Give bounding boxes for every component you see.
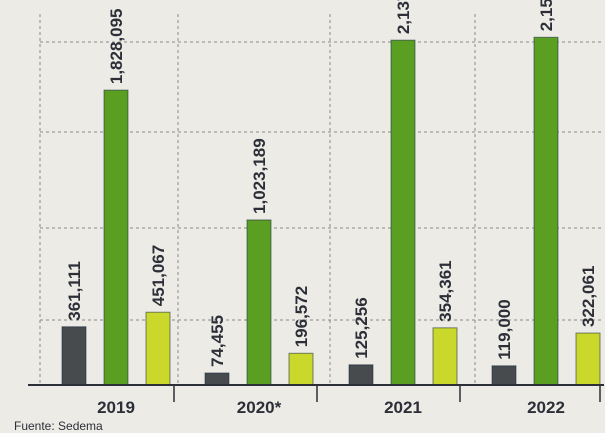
bar-2022-s1 xyxy=(533,36,559,386)
value-label-2020-s1: 1,023,189 xyxy=(250,138,269,214)
bar-2020-s1 xyxy=(246,219,272,386)
category-label-2022: 2022 xyxy=(527,398,565,417)
bar-2019-s0 xyxy=(61,326,87,386)
value-label-2019-s0: 361,111 xyxy=(65,261,84,321)
bar-2019-s2 xyxy=(145,311,171,386)
value-label-2019-s2: 451,067 xyxy=(149,245,168,306)
bar-2020-s2 xyxy=(288,352,314,386)
gridlines xyxy=(39,14,604,385)
value-label-2020-s2: 196,572 xyxy=(292,286,311,347)
value-label-2022-s0: 119,000 xyxy=(495,299,514,360)
bar-2021-s2 xyxy=(432,327,458,386)
value-labels: 361,111 1,828,095 451,067 74,455 1,023,189 19… xyxy=(65,0,598,367)
value-label-2022-s1: 2,155,535 xyxy=(537,0,556,31)
source-note: Fuente: Sedema xyxy=(14,419,103,433)
bar-2021-s1 xyxy=(390,39,416,386)
value-label-2019-s1: 1,828,095 xyxy=(107,8,126,84)
value-label-2021-s1: 2,137,764 xyxy=(394,0,413,34)
bar-2020-s0 xyxy=(204,372,230,386)
value-label-2022-s2: 322,061 xyxy=(579,266,598,327)
bar-2022-s2 xyxy=(575,332,601,386)
bar-2019-s1 xyxy=(103,89,129,386)
category-labels: 2019 2020* 2021 2022 xyxy=(97,398,565,417)
bar-2022-s0 xyxy=(491,365,517,386)
category-label-2020: 2020* xyxy=(237,398,282,417)
bars-layer xyxy=(61,36,601,386)
bar-2021-s0 xyxy=(348,364,374,386)
value-label-2021-s0: 125,256 xyxy=(352,297,371,358)
category-label-2021: 2021 xyxy=(384,398,422,417)
category-label-2019: 2019 xyxy=(97,398,135,417)
x-axis-separators xyxy=(173,385,601,402)
value-label-2020-s0: 74,455 xyxy=(208,315,227,367)
value-label-2021-s2: 354,361 xyxy=(436,260,455,321)
